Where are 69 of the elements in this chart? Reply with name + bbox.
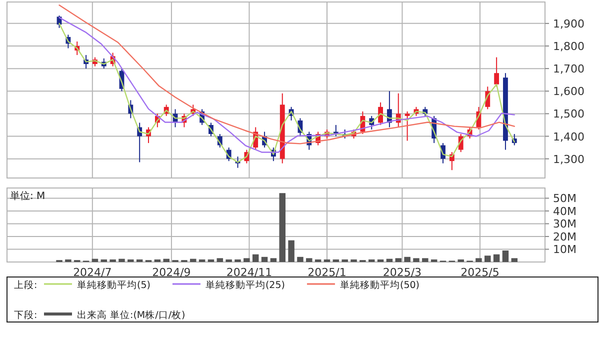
legend-label: 単純移動平均(50)	[340, 279, 420, 291]
bar	[163, 258, 170, 262]
bar	[118, 258, 125, 262]
bar	[502, 250, 509, 262]
bar	[100, 259, 108, 262]
y-tick-label: 1,800	[553, 40, 584, 53]
bar	[306, 258, 312, 262]
candlestick	[404, 110, 410, 142]
y-tick-label: 10M	[553, 243, 576, 256]
bar	[342, 259, 348, 262]
bar	[493, 254, 500, 262]
x-tick-label: 2025/1	[308, 266, 346, 279]
legend-title: 下段:	[14, 309, 38, 321]
legend-label: 単純移動平均(25)	[205, 279, 285, 291]
bar	[128, 259, 134, 262]
bar	[377, 259, 384, 262]
y-tick-label: 50M	[553, 192, 576, 206]
bar	[395, 258, 402, 262]
bar	[458, 259, 464, 262]
bar	[154, 259, 161, 262]
x-tick-label: 2024/7	[73, 266, 112, 279]
x-tick-label: 2025/3	[382, 266, 422, 279]
bar	[511, 258, 518, 262]
bar	[386, 258, 393, 262]
bar	[226, 259, 232, 262]
bar	[484, 256, 491, 262]
legend-title: 上段:	[14, 279, 38, 291]
bar	[297, 256, 304, 262]
bar	[110, 259, 116, 262]
bar	[244, 258, 250, 262]
bar	[476, 258, 482, 262]
legend-label: 単純移動平均(5)	[77, 279, 150, 291]
bar	[324, 259, 330, 262]
bar	[252, 254, 259, 262]
y-tick-label: 20M	[553, 230, 576, 244]
bar	[216, 258, 224, 262]
bar	[430, 259, 438, 262]
y-tick-label: 30M	[553, 218, 576, 231]
bar	[136, 259, 143, 262]
bar	[350, 259, 357, 262]
bar	[332, 259, 340, 262]
bar	[190, 258, 196, 262]
bar	[314, 259, 322, 262]
bar	[65, 259, 72, 262]
y-tick-label: 1,500	[553, 108, 584, 121]
bar	[234, 259, 241, 262]
y-tick-label: 40M	[553, 204, 576, 218]
x-tick-label: 2024/9	[152, 266, 191, 279]
bar	[413, 258, 420, 262]
x-tick-label: 2025/5	[460, 266, 500, 279]
x-tick-label: 2024/11	[226, 266, 272, 279]
bar	[288, 240, 294, 262]
bar	[279, 193, 286, 262]
y-tick-label: 1,600	[553, 85, 584, 98]
bar	[368, 259, 375, 262]
bar	[198, 259, 206, 262]
legend-label: 出来高 単位:(M株/口/枚)	[77, 309, 186, 321]
bar	[208, 259, 214, 262]
annotation: 単位: M	[10, 190, 46, 202]
bar	[270, 258, 277, 262]
y-tick-label: 1,300	[553, 152, 584, 166]
bar	[422, 258, 428, 262]
y-tick-label: 1,400	[553, 130, 584, 144]
y-tick-label: 1,700	[553, 62, 584, 76]
candlestick	[494, 56, 500, 88]
bar	[261, 256, 268, 262]
y-tick-label: 1,900	[553, 17, 584, 30]
bar	[404, 256, 410, 262]
bar	[92, 258, 98, 262]
